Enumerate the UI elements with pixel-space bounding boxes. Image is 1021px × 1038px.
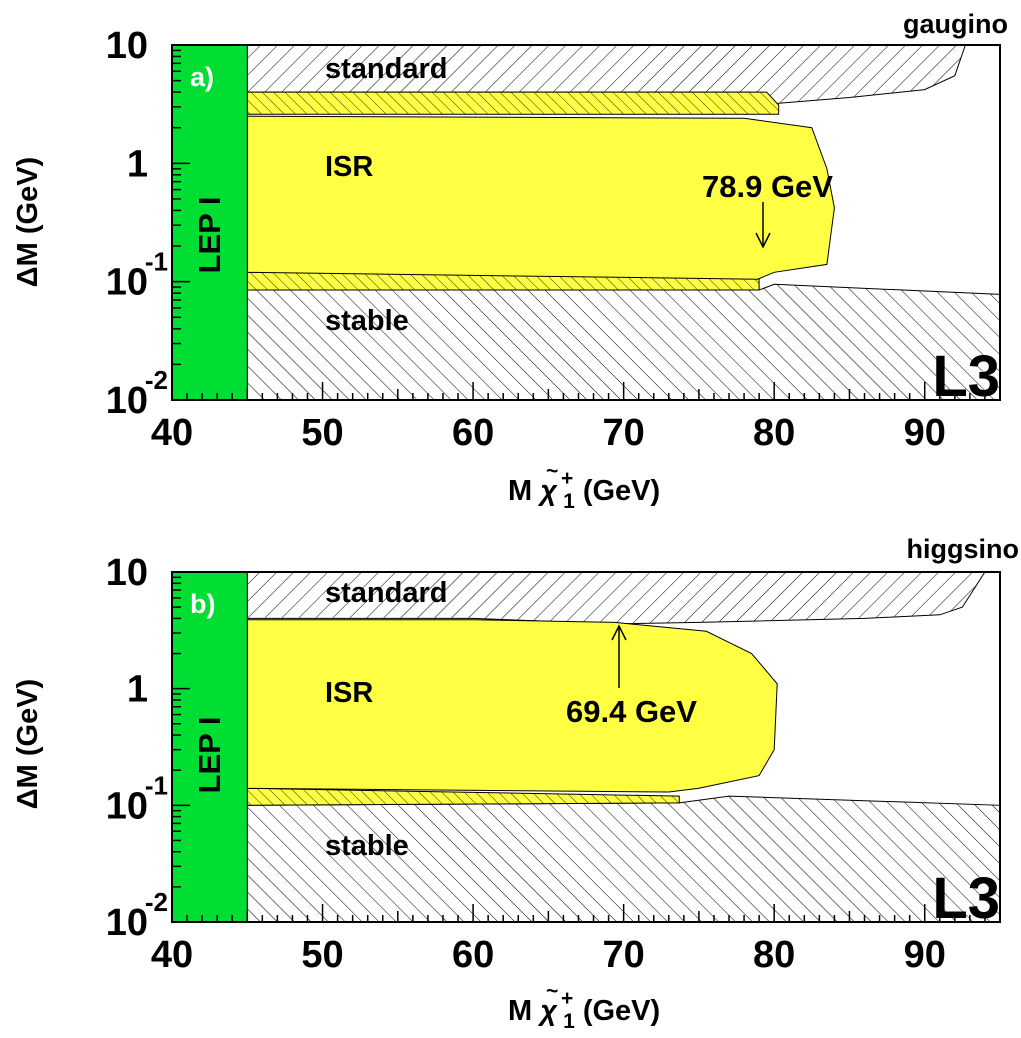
panel-a-x-axis-label-tilde: ~ [546,460,558,483]
panel-b-x-tick-label: 90 [904,934,946,976]
panel-b-y-axis-label: ΔM (GeV) [12,679,44,809]
panel-a-y-tick-label: 10 [106,262,148,304]
panel-b-y-tick-label-exponent: -2 [145,887,168,917]
panel-a-panel-label: a) [190,62,214,92]
panel-b-annotation-text: 69.4 GeV [566,694,697,729]
panel-a-annotation-arrow [755,202,771,249]
panel-b-x-axis-label-symbol: χ [537,995,558,1027]
panel-a-x-tick-label: 80 [753,412,795,454]
panel-b-x-tick-label: 40 [151,934,193,976]
panel-b-standard-label: standard [325,577,447,609]
panel-a-x-axis-label-symbol: χ [537,475,558,507]
panel-b-x-tick-label: 50 [301,934,343,976]
panel-b-x-axis-label: M χ 1 (GeV) [508,995,660,1035]
panel-b-x-axis-label-unit: (GeV) [583,995,660,1027]
panel-a-axis-ticks [171,49,1001,401]
panel-a-isr-region [246,115,835,280]
panel-b-x-axis-label-tilde: ~ [546,980,558,1003]
panel-a-x-axis-label-sup: + [561,467,573,490]
panel-a-experiment-label: L3 [932,344,1000,409]
panel-a-frame [171,44,1001,401]
panel-a-x-tick-label: 50 [301,412,343,454]
panel-a-y-axis-label: ΔM (GeV) [12,157,44,287]
panel-b-lep1-label: LEP I [192,717,227,794]
panel-b-x-axis-label-sup: + [561,987,573,1010]
panel-a-x-tick-label: 90 [904,412,946,454]
panel-b-y-tick-label: 10 [106,785,148,827]
panel-b-x-tick-labels: 40 50 60 70 80 90 [151,934,946,976]
panel-a-x-axis-label-sub: 1 [563,490,575,513]
panel-b-x-tick-label: 80 [753,934,795,976]
panel-b-y-tick-label-exponent: -1 [145,770,168,800]
panel-b-annotation-arrow [611,624,627,688]
panel-a-annotation-text: 78.9 GeV [702,169,833,204]
panel-a-x-axis-label-main: M [508,475,532,507]
panel-a-lep1-label: LEP I [192,197,227,274]
panel-b-y-tick-label: 10 [106,902,148,944]
panel-b-regions [171,571,1001,923]
panel-a-y-tick-label: 10 [106,25,148,67]
panel-b-corner-label: higgsino [907,534,1019,564]
panel-a-x-axis-label: M χ 1 (GeV) [508,475,660,515]
panel-a-x-tick-label: 70 [602,412,644,454]
panel-a-y-tick-label-exponent: -1 [145,247,168,277]
panel-b-standard-region [246,571,986,625]
panel-b-stable-label: stable [325,830,409,862]
panel-a-y-tick-label-exponent: -2 [145,365,168,395]
panel-a-x-tick-label: 40 [151,412,193,454]
panel-b-isr-region [246,619,778,793]
panel-b-x-axis-label-sub: 1 [563,1010,575,1033]
panel-b-frame [171,571,1001,923]
panel-a-standard-label: standard [325,53,447,85]
panel-b-y-tick-label: 10 [106,552,148,594]
panel-a-x-tick-label: 60 [452,412,494,454]
panel-a-y-tick-label: 10 [106,380,148,422]
panel-b-panel-label: b) [190,589,215,619]
panel-b-experiment-label: L3 [932,866,1000,931]
panel-b-x-axis-label-main: M [508,995,532,1027]
panel-a-isr-label: ISR [325,151,373,183]
panel-a-stable-label: stable [325,305,409,337]
panel-a-x-axis-label-unit: (GeV) [583,475,660,507]
panel-a-corner-label: gaugino [903,9,1008,39]
panel-b-x-tick-label: 70 [602,934,644,976]
panel-b-isr-label: ISR [325,677,373,709]
panel-b-axis-ticks [171,576,1001,923]
panel-a-regions [171,44,1001,401]
panel-a-x-tick-labels: 40 50 60 70 80 90 [151,412,946,454]
panel-a-y-tick-label: 1 [127,143,148,185]
panel-b-x-tick-label: 60 [452,934,494,976]
panel-b-y-tick-label: 1 [127,669,148,711]
